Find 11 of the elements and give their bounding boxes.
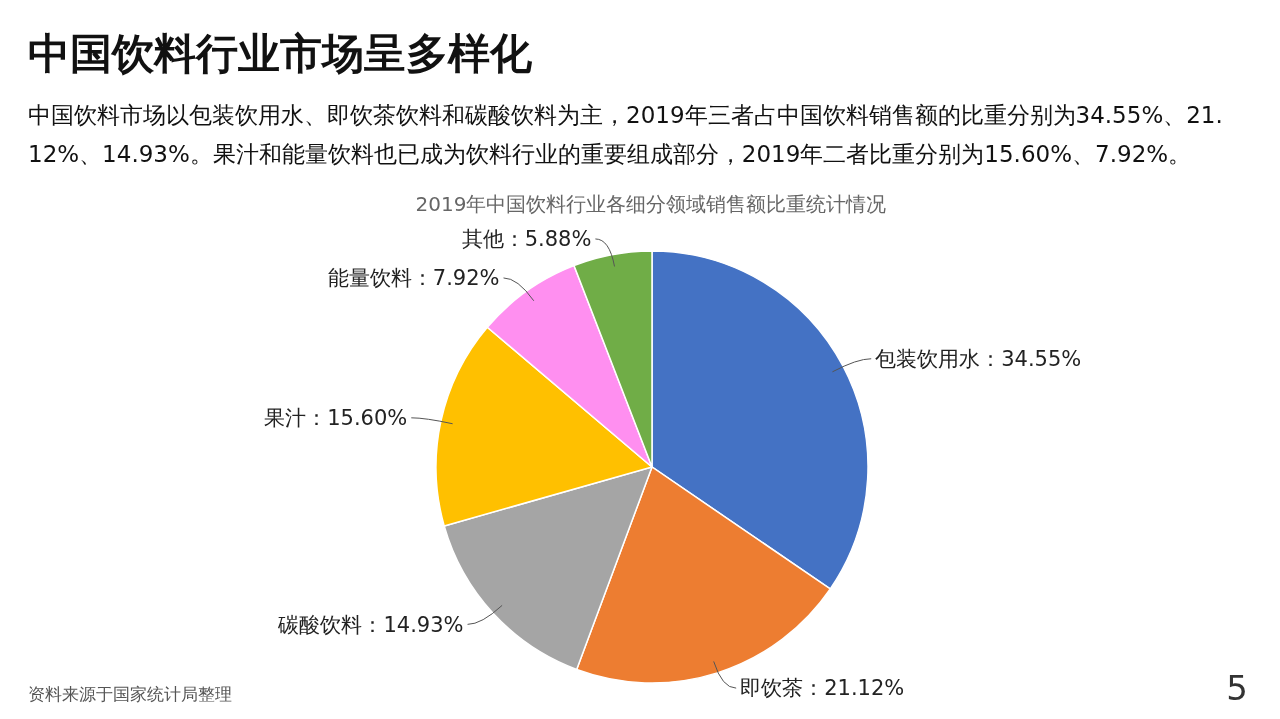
chart-title: 中国饮料行业市场呈多样化: [28, 29, 533, 78]
slice-label: 包装饮用水：34.55%: [875, 347, 1082, 372]
chart-subtitle: 中国饮料市场以包装饮用水、即饮茶饮料和碳酸饮料为主，2019年三者占中国饮料销售额的比重分别为34.55%、21.12%、14.93%。果汁和能量饮料也已成为饮料行业的重要组成部分，2019年二者比重分别为15.60%、7.92%。: [28, 102, 1223, 167]
text: 2019年中国饮料行业各细分领域销售额比重统计情况: [415, 192, 887, 216]
slice-label: 其他：5.88%: [461, 227, 592, 252]
slice-label: 能量饮料：7.92%: [327, 266, 500, 291]
text: 资料来源于国家统计局整理: [28, 684, 232, 704]
slice-label: 即饮茶：21.12%: [740, 676, 905, 701]
text: 5: [1226, 668, 1248, 708]
slice-label: 碳酸饮料：14.93%: [277, 612, 464, 637]
slice-label: 果汁：15.60%: [264, 406, 408, 431]
